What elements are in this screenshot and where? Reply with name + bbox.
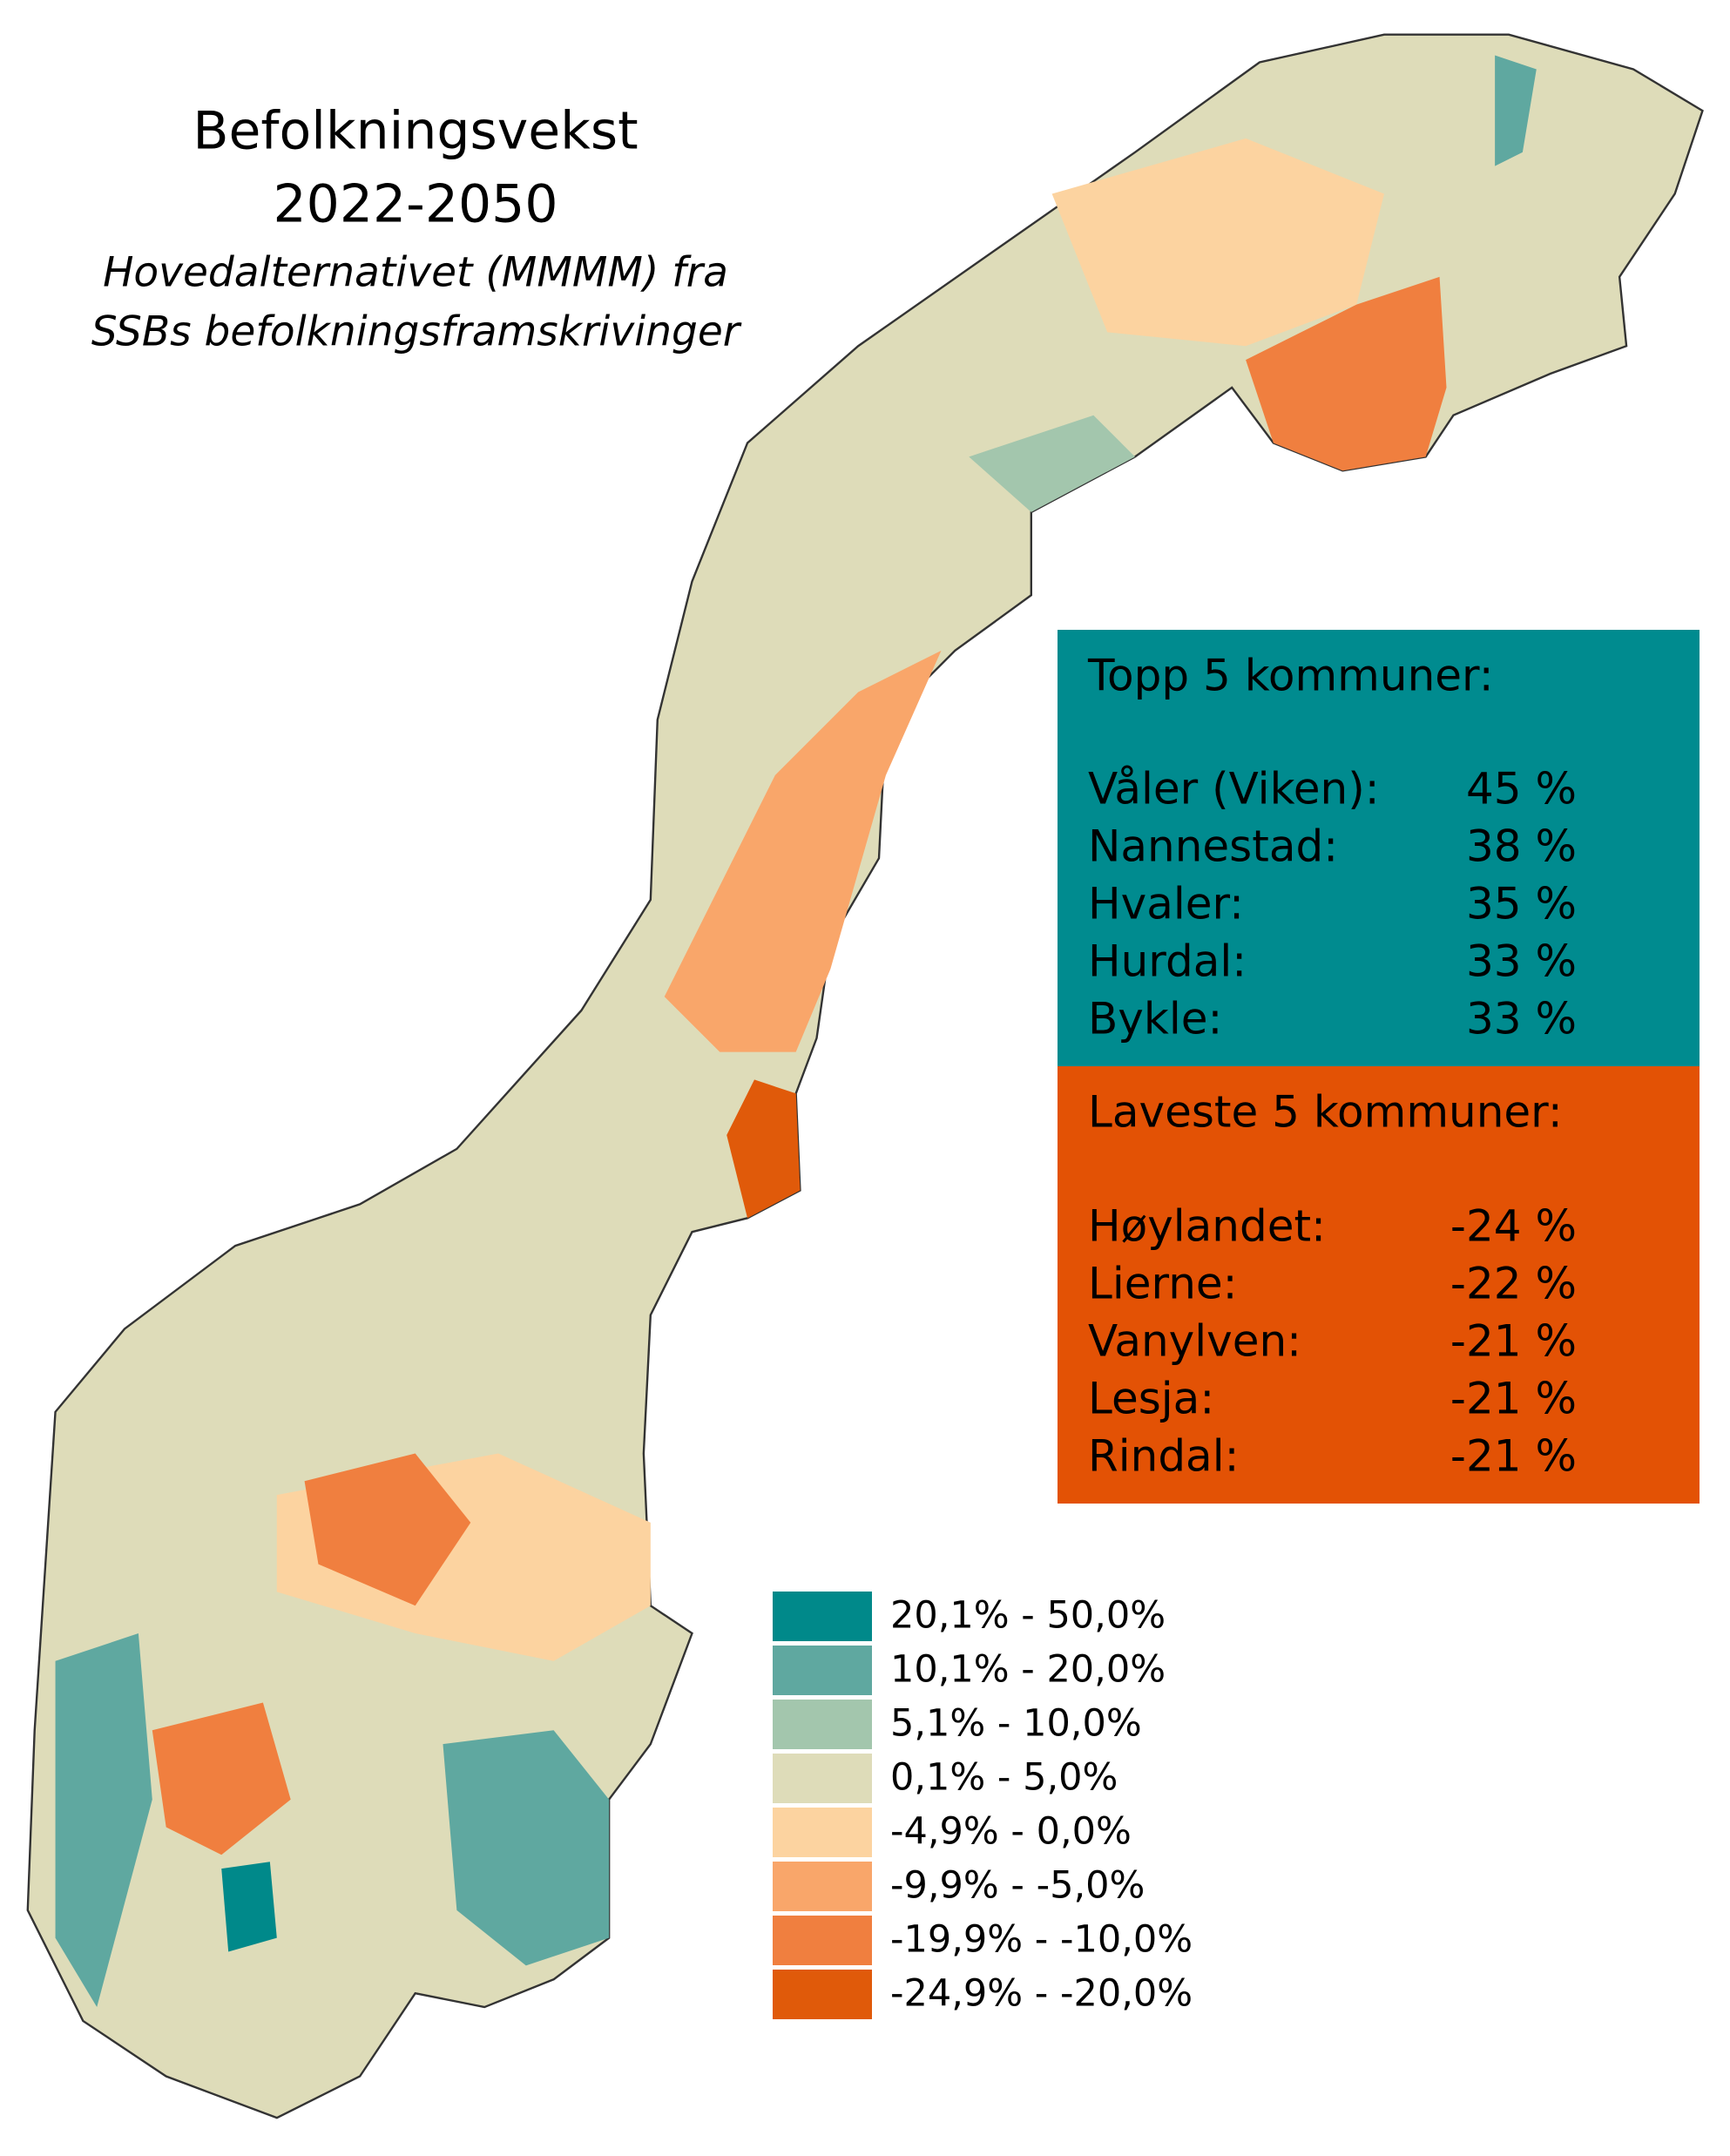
legend-swatch	[773, 1646, 872, 1695]
row-value: 45 %	[1466, 764, 1577, 814]
region-teal	[443, 1730, 610, 1966]
row-value: -21 %	[1450, 1316, 1577, 1367]
region-teal3	[221, 1862, 277, 1952]
box-heading: Topp 5 kommuner:	[1087, 651, 1494, 701]
legend-label: -4,9% - 0,0%	[890, 1810, 1132, 1854]
legend-label: 0,1% - 5,0%	[890, 1756, 1118, 1800]
row-name: Lesja:	[1088, 1374, 1214, 1424]
row-value: 38 %	[1466, 821, 1577, 872]
row-name: Høylandet:	[1088, 1201, 1326, 1252]
region-orange	[1246, 276, 1447, 471]
row-name: Våler (Viken):	[1088, 764, 1380, 814]
legend-swatch	[773, 1862, 872, 1911]
row-value: -21 %	[1450, 1431, 1577, 1482]
row-name: Bykle:	[1088, 994, 1222, 1044]
subtitle-line: Hovedalternativet (MMMM) fra	[103, 249, 728, 297]
subtitle-line: SSBs befolkningsframskrivinger	[91, 308, 742, 356]
title: Befolkningsvekst	[193, 101, 638, 162]
legend-label: -24,9% - -20,0%	[890, 1972, 1193, 2016]
row-value: -22 %	[1450, 1259, 1577, 1309]
region-teal2	[55, 1633, 152, 2008]
row-value: -24 %	[1450, 1201, 1577, 1252]
norway-map	[26, 33, 1704, 2119]
row-name: Lierne:	[1088, 1259, 1237, 1309]
region-orange3	[152, 1702, 291, 1855]
legend-swatch	[773, 1916, 872, 1965]
legend-label: 10,1% - 20,0%	[890, 1648, 1166, 1692]
row-value: 33 %	[1466, 994, 1577, 1044]
region-peach2	[1051, 138, 1384, 347]
row-name: Nannestad:	[1088, 821, 1338, 872]
legend-swatch	[773, 1754, 872, 1803]
legend-swatch	[773, 1700, 872, 1749]
info-box	[1058, 630, 1700, 1067]
row-name: Hurdal:	[1088, 936, 1247, 987]
legend-swatch	[773, 1808, 872, 1857]
region-orange2	[304, 1453, 471, 1606]
legend-label: -9,9% - -5,0%	[890, 1864, 1145, 1908]
box-heading: Laveste 5 kommuner:	[1088, 1087, 1563, 1138]
legend-label: 5,1% - 10,0%	[890, 1702, 1142, 1746]
row-value: -21 %	[1450, 1374, 1577, 1424]
legend-label: 20,1% - 50,0%	[890, 1594, 1166, 1638]
region-darkorange	[726, 1079, 801, 1219]
legend-swatch	[773, 1970, 872, 2019]
row-value: 35 %	[1466, 879, 1577, 929]
row-name: Vanylven:	[1088, 1316, 1301, 1367]
row-name: Rindal:	[1088, 1431, 1239, 1482]
period: 2022-2050	[273, 174, 558, 235]
legend-label: -19,9% - -10,0%	[890, 1918, 1193, 1962]
region-teal4	[1495, 55, 1537, 166]
region-green	[969, 415, 1135, 512]
row-value: 33 %	[1466, 936, 1577, 987]
row-name: Hvaler:	[1088, 879, 1244, 929]
info-box	[1058, 1066, 1700, 1504]
legend-swatch	[773, 1592, 872, 1641]
region-peach	[664, 650, 942, 1052]
